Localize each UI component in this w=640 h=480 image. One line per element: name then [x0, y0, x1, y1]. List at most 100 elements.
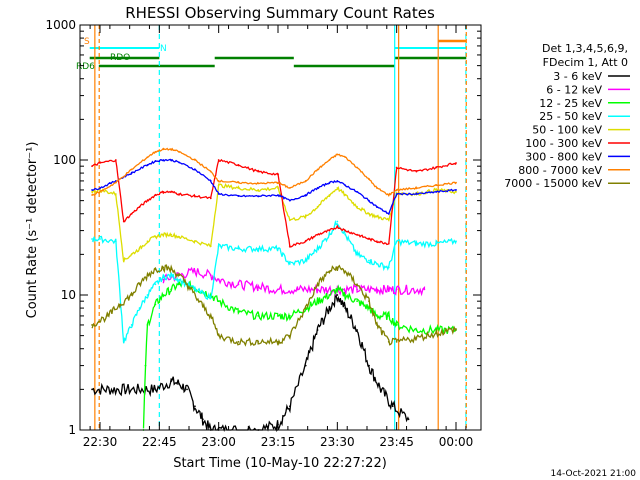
series-25-50-kev [91, 219, 457, 344]
data-point [91, 324, 93, 326]
data-point [130, 253, 133, 256]
data-point [288, 199, 291, 202]
data-point [217, 193, 220, 195]
chart-title: RHESSI Observing Summary Count Rates [125, 4, 435, 22]
data-point [178, 161, 181, 164]
data-point [375, 324, 378, 326]
data-point [368, 178, 370, 181]
data-point [170, 380, 173, 383]
data-point [288, 262, 291, 265]
data-point [344, 307, 347, 309]
data-point [316, 168, 319, 171]
data-point [154, 283, 157, 286]
data-point [194, 270, 196, 273]
data-point [375, 215, 378, 218]
data-point [154, 160, 157, 163]
data-point [194, 288, 196, 291]
data-point [288, 315, 291, 317]
data-point [277, 194, 279, 196]
data-point [356, 253, 359, 256]
data-point [304, 259, 307, 262]
data-point [257, 315, 260, 317]
data-point [328, 270, 331, 273]
series-trace [91, 183, 457, 263]
data-point [356, 288, 359, 291]
data-point [217, 334, 220, 337]
data-point [296, 288, 299, 291]
data-point [455, 328, 457, 330]
data-point [91, 388, 93, 391]
data-point [209, 180, 212, 182]
data-point [154, 194, 157, 196]
data-point [336, 187, 339, 189]
generated-timestamp: 14-Oct-2021 21:00 [551, 469, 637, 479]
data-point [344, 184, 347, 187]
data-point [277, 173, 279, 176]
data-point [415, 329, 418, 331]
data-point [336, 153, 339, 156]
data-point [368, 307, 370, 309]
data-point [237, 195, 240, 198]
y-axis-label: Count Rate (s⁻¹ detector⁻¹) [25, 142, 40, 319]
data-point [387, 218, 390, 221]
data-point [316, 288, 319, 291]
data-point [217, 180, 220, 182]
data-point [178, 150, 181, 153]
data-point [455, 181, 457, 184]
data-point [375, 262, 378, 265]
data-point [138, 283, 141, 286]
data-point [316, 283, 319, 286]
data-point [237, 283, 240, 286]
data-point [91, 191, 93, 193]
data-point [162, 233, 165, 236]
data-point [162, 148, 165, 151]
data-point [304, 364, 307, 367]
data-point [387, 266, 390, 269]
data-point [328, 159, 331, 161]
data-point [395, 166, 398, 169]
data-point [375, 315, 378, 317]
data-point [257, 285, 260, 288]
data-point [237, 187, 240, 189]
data-point [435, 332, 438, 335]
data-point [99, 238, 101, 240]
data-point [114, 240, 117, 243]
data-point [194, 168, 196, 171]
x-tick-label: 22:45 [142, 435, 177, 449]
series-50-100-kev [91, 183, 457, 263]
data-point [178, 235, 181, 238]
x-tick-label: 23:00 [201, 435, 236, 449]
data-point [368, 238, 370, 240]
data-point [209, 170, 212, 173]
flag-label: RD6 [76, 62, 95, 72]
data-point [356, 233, 359, 236]
data-point [316, 205, 319, 208]
data-point [170, 268, 173, 271]
flag-label: S [84, 37, 90, 47]
data-point [144, 364, 147, 367]
data-point [217, 245, 220, 248]
plot-frame [79, 24, 482, 431]
data-point [455, 162, 457, 164]
legend-entry-label: 800 - 7000 keV [518, 164, 602, 177]
data-point [257, 195, 260, 198]
data-point [375, 240, 378, 243]
data-point [170, 288, 173, 291]
data-point [395, 193, 398, 195]
data-point [170, 148, 173, 151]
data-point [344, 294, 347, 296]
data-point [435, 242, 438, 245]
data-point [99, 189, 101, 191]
data-point [356, 166, 359, 169]
data-point [387, 340, 390, 343]
data-point [395, 324, 398, 326]
data-point [316, 233, 319, 236]
data-point [122, 220, 125, 223]
data-point [415, 187, 418, 189]
data-point [91, 194, 93, 196]
data-point [146, 199, 149, 202]
series-3-6-kev [91, 292, 410, 433]
data-point [130, 324, 133, 326]
data-point [99, 162, 101, 164]
data-point [344, 270, 347, 273]
